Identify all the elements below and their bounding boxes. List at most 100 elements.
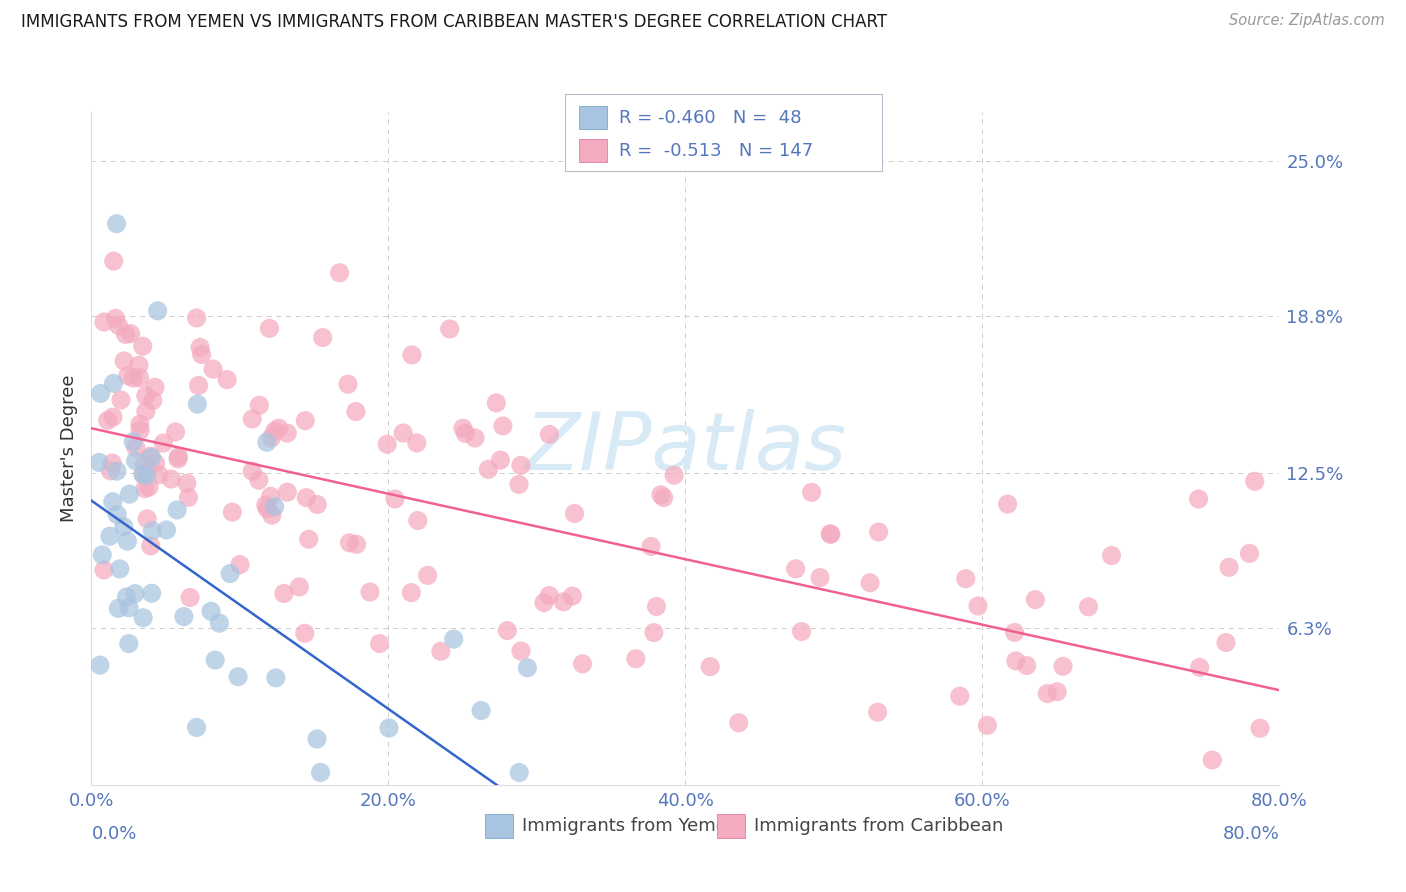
Point — [141, 450, 163, 465]
Point — [132, 339, 155, 353]
Point — [134, 482, 156, 496]
Point — [470, 704, 492, 718]
Point — [259, 321, 281, 335]
Point — [139, 449, 162, 463]
Point — [204, 653, 226, 667]
Point — [800, 485, 823, 500]
Point — [135, 389, 157, 403]
Point — [186, 720, 208, 734]
Point — [295, 491, 318, 505]
Point — [439, 322, 461, 336]
Point — [247, 398, 270, 412]
Point — [128, 371, 150, 385]
Point — [89, 658, 111, 673]
Point — [217, 373, 239, 387]
Point — [117, 534, 139, 549]
Point — [375, 437, 398, 451]
Point — [101, 456, 124, 470]
Point — [533, 596, 555, 610]
Point — [200, 604, 222, 618]
Point — [93, 315, 115, 329]
Point — [643, 625, 665, 640]
Point — [132, 467, 155, 482]
Point — [108, 562, 131, 576]
Text: Source: ZipAtlas.com: Source: ZipAtlas.com — [1229, 13, 1385, 29]
Point — [100, 464, 122, 478]
Point — [201, 362, 224, 376]
Point — [1188, 660, 1211, 674]
Point — [955, 572, 977, 586]
Point — [645, 599, 668, 614]
Point — [115, 590, 138, 604]
Point — [124, 454, 146, 468]
Point — [187, 378, 209, 392]
Point — [288, 580, 311, 594]
Point — [538, 427, 561, 442]
Point — [254, 498, 277, 512]
Point — [179, 591, 201, 605]
Point — [1005, 654, 1028, 668]
Point — [564, 507, 586, 521]
Point — [477, 462, 499, 476]
Point — [510, 644, 533, 658]
Point — [148, 467, 170, 482]
Point — [344, 404, 367, 418]
Point — [166, 503, 188, 517]
Point — [124, 587, 146, 601]
Point — [104, 311, 127, 326]
Point — [1052, 659, 1074, 673]
Point — [247, 473, 270, 487]
Point — [221, 505, 243, 519]
Point — [141, 524, 163, 538]
Point — [165, 425, 187, 439]
Point — [820, 527, 842, 541]
Point — [229, 558, 252, 572]
Text: R =  -0.513   N = 147: R = -0.513 N = 147 — [619, 142, 813, 160]
Point — [190, 347, 212, 361]
Point — [132, 611, 155, 625]
Point — [1046, 684, 1069, 698]
Point — [103, 254, 125, 268]
Point — [93, 563, 115, 577]
Point — [105, 508, 128, 522]
Point — [1201, 753, 1223, 767]
Point — [868, 524, 890, 539]
Point — [727, 715, 749, 730]
Point — [699, 659, 721, 673]
Point — [122, 371, 145, 385]
Point — [818, 526, 841, 541]
Point — [859, 575, 882, 590]
Point — [451, 421, 474, 435]
Point — [142, 393, 165, 408]
Point — [176, 476, 198, 491]
Point — [167, 451, 190, 466]
Point — [267, 421, 290, 435]
Point — [976, 718, 998, 732]
Point — [359, 585, 381, 599]
Point — [263, 424, 285, 438]
Text: 0.0%: 0.0% — [91, 825, 136, 843]
Point — [790, 624, 813, 639]
Point — [298, 533, 321, 547]
Point — [138, 480, 160, 494]
Point — [949, 689, 972, 703]
Point — [1036, 687, 1059, 701]
Text: 80.0%: 80.0% — [1223, 825, 1279, 843]
Point — [401, 348, 423, 362]
Point — [368, 636, 391, 650]
Point — [443, 632, 465, 646]
Point — [107, 318, 129, 333]
Y-axis label: Master's Degree: Master's Degree — [60, 375, 79, 522]
Point — [125, 441, 148, 455]
Point — [132, 467, 155, 481]
Point — [485, 396, 508, 410]
Point — [652, 491, 675, 505]
Point — [240, 412, 263, 426]
Point — [260, 431, 283, 445]
Text: R = -0.460   N =  48: R = -0.460 N = 48 — [619, 109, 801, 127]
Point — [143, 380, 166, 394]
Point — [256, 435, 278, 450]
Point — [1187, 491, 1209, 506]
Point — [120, 326, 142, 341]
Point — [571, 657, 593, 671]
